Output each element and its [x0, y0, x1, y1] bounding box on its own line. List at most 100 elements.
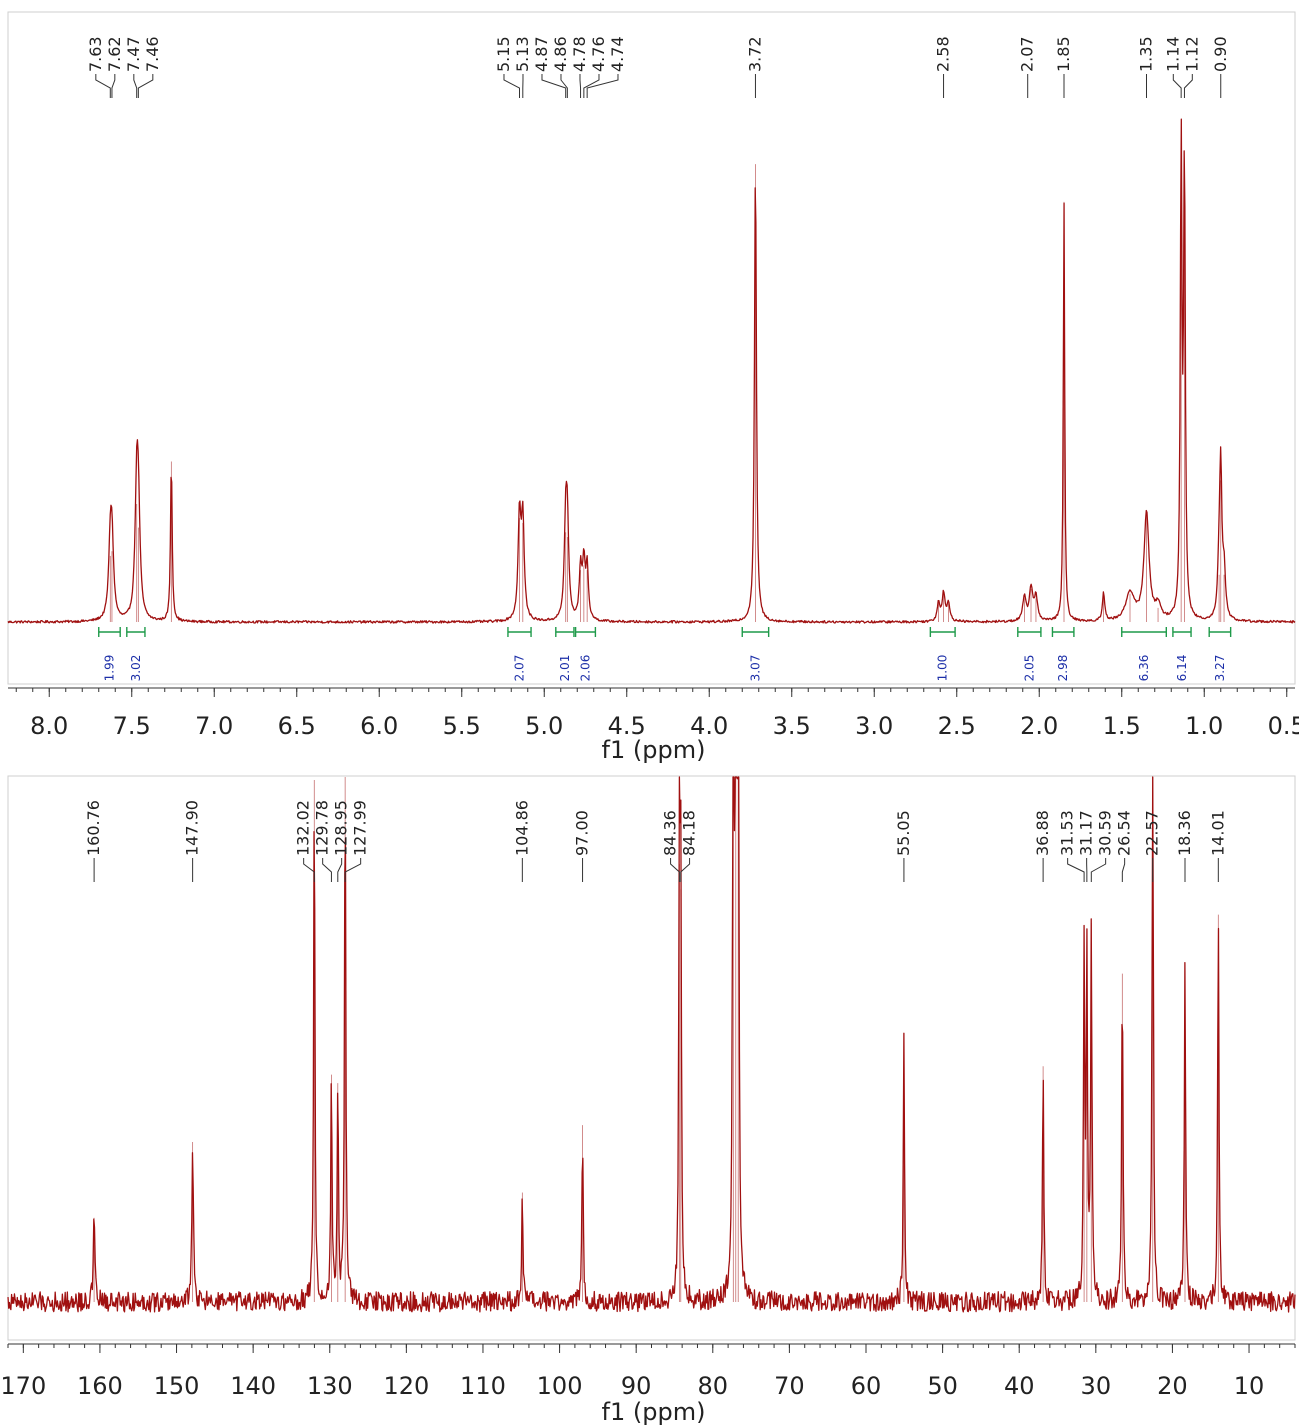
x-axis-tick-label: 4.0 — [690, 712, 728, 740]
integral-value: 2.06 — [579, 655, 593, 682]
x-axis-tick-label: 8.0 — [30, 712, 68, 740]
integral-value: 2.07 — [513, 655, 527, 682]
peak-label-connector — [680, 858, 691, 882]
peak-label: 2.07 — [1018, 36, 1037, 72]
peak-label: 84.18 — [680, 810, 699, 856]
x-axis-tick-label: 3.0 — [855, 712, 893, 740]
peak-label: 30.59 — [1096, 810, 1115, 856]
x-axis-tick-label: 20 — [1157, 1372, 1188, 1400]
peak-label-connector — [1183, 74, 1193, 98]
spectrum-trace — [7, 776, 1296, 1313]
peak-label: 14.01 — [1208, 810, 1227, 856]
integral-value: 2.98 — [1056, 655, 1070, 682]
x-axis-title: f1 (ppm) — [602, 736, 706, 764]
x-axis-tick-label: 110 — [460, 1372, 506, 1400]
peak-label: 5.13 — [513, 36, 532, 72]
peak-label-connector — [586, 74, 619, 98]
plot-frame — [7, 11, 1296, 685]
peak-label: 104.86 — [512, 800, 531, 856]
peak-label-connector — [111, 74, 116, 98]
peak-label: 4.78 — [570, 36, 589, 72]
integral-value: 6.36 — [1137, 655, 1151, 682]
x-axis-tick-label: 130 — [307, 1372, 353, 1400]
integral-value: 3.02 — [129, 655, 143, 682]
x-axis-tick-label: 6.0 — [360, 712, 398, 740]
peak-label: 7.62 — [105, 36, 124, 72]
peak-label-connector — [337, 858, 343, 882]
peak-label: 18.36 — [1175, 810, 1194, 856]
peak-label: 147.90 — [183, 800, 202, 856]
integral-value: 3.07 — [748, 655, 762, 682]
x-axis-tick-label: 160 — [77, 1372, 123, 1400]
peak-label: 97.00 — [573, 810, 592, 856]
peak-label: 132.02 — [294, 800, 313, 856]
x-axis-tick-label: 6.5 — [278, 712, 316, 740]
peak-label: 1.14 — [1163, 36, 1182, 72]
peak-label: 36.88 — [1033, 810, 1052, 856]
spectrum-trace — [7, 118, 1296, 624]
peak-label: 84.36 — [661, 810, 680, 856]
peak-label: 4.86 — [551, 36, 570, 72]
x-axis-tick-label: 5.5 — [443, 712, 481, 740]
x-axis-tick-label: 1.5 — [1103, 712, 1141, 740]
peak-label: 4.74 — [608, 36, 627, 72]
x-axis-tick-label: 60 — [851, 1372, 882, 1400]
peak-label: 4.87 — [532, 36, 551, 72]
integral-value: 2.01 — [558, 655, 572, 682]
x-axis-tick-label: 90 — [621, 1372, 652, 1400]
peak-label: 2.58 — [934, 36, 953, 72]
x-axis-tick-label: 100 — [537, 1372, 583, 1400]
x-axis-tick-label: 1.0 — [1185, 712, 1223, 740]
peak-label: 7.63 — [86, 36, 105, 72]
peak-label-connector — [579, 74, 582, 98]
x-axis-tick-label: 4.5 — [608, 712, 646, 740]
x-axis-tick-label: 170 — [0, 1372, 46, 1400]
x-axis-tick-label: 3.5 — [773, 712, 811, 740]
x-axis-tick-label: 2.0 — [1020, 712, 1058, 740]
peak-label: 31.53 — [1058, 810, 1077, 856]
peak-label-connector — [1090, 858, 1107, 882]
integral-value: 6.14 — [1175, 655, 1189, 682]
peak-label-connector — [137, 74, 154, 98]
peak-label-connector — [1172, 74, 1182, 98]
peak-label-connector — [541, 74, 567, 98]
peak-label-connector — [344, 858, 362, 882]
peak-label: 127.99 — [351, 800, 370, 856]
x-axis-tick-label: 40 — [1004, 1372, 1035, 1400]
x-axis-tick-label: 10 — [1234, 1372, 1265, 1400]
integral-value: 1.00 — [936, 655, 950, 682]
peak-label: 129.78 — [313, 800, 332, 856]
x-axis-tick-label: 150 — [154, 1372, 200, 1400]
peak-label: 26.54 — [1115, 810, 1134, 856]
x-axis-title: f1 (ppm) — [602, 1398, 706, 1426]
x-axis-tick-label: 120 — [383, 1372, 429, 1400]
x-axis-tick-label: 140 — [230, 1372, 276, 1400]
peak-label: 1.35 — [1137, 36, 1156, 72]
peak-label-connector — [303, 858, 315, 882]
peak-label: 0.90 — [1211, 36, 1230, 72]
peak-label: 3.72 — [745, 36, 764, 72]
peak-label: 7.47 — [124, 36, 143, 72]
peak-label-connector — [583, 74, 600, 98]
x-axis-tick-label: 2.5 — [938, 712, 976, 740]
integral-value: 1.99 — [102, 655, 116, 682]
peak-label-connector — [503, 74, 520, 98]
peak-label-connector — [95, 74, 111, 98]
peak-label-connector — [1121, 858, 1126, 882]
peak-label: 160.76 — [84, 800, 103, 856]
h1-nmr-panel: 8.0 7.5 7.0 6.5 6.0 5.5 5.0 4.5 4.0 3.5 3.0 2.5 2.0 1… — [7, 11, 1299, 764]
x-axis-tick-label: 7.5 — [113, 712, 151, 740]
peak-label-connector — [322, 858, 332, 882]
x-axis-tick-label: 50 — [927, 1372, 958, 1400]
x-axis-tick-label: 0.5 — [1268, 712, 1299, 740]
peak-label: 55.05 — [894, 810, 913, 856]
plot-frame — [7, 775, 1296, 1341]
c13-nmr-panel: 170 160 150 140 130 120 110 100 90 80 70 60 50 40 30 20… — [0, 775, 1296, 1426]
peak-label-connector — [1067, 858, 1085, 882]
peak-label: 5.15 — [494, 36, 513, 72]
peak-label-connector — [133, 74, 138, 98]
peak-label: 7.46 — [143, 36, 162, 72]
peak-label: 128.95 — [332, 800, 351, 856]
x-axis-tick-label: 5.0 — [525, 712, 563, 740]
